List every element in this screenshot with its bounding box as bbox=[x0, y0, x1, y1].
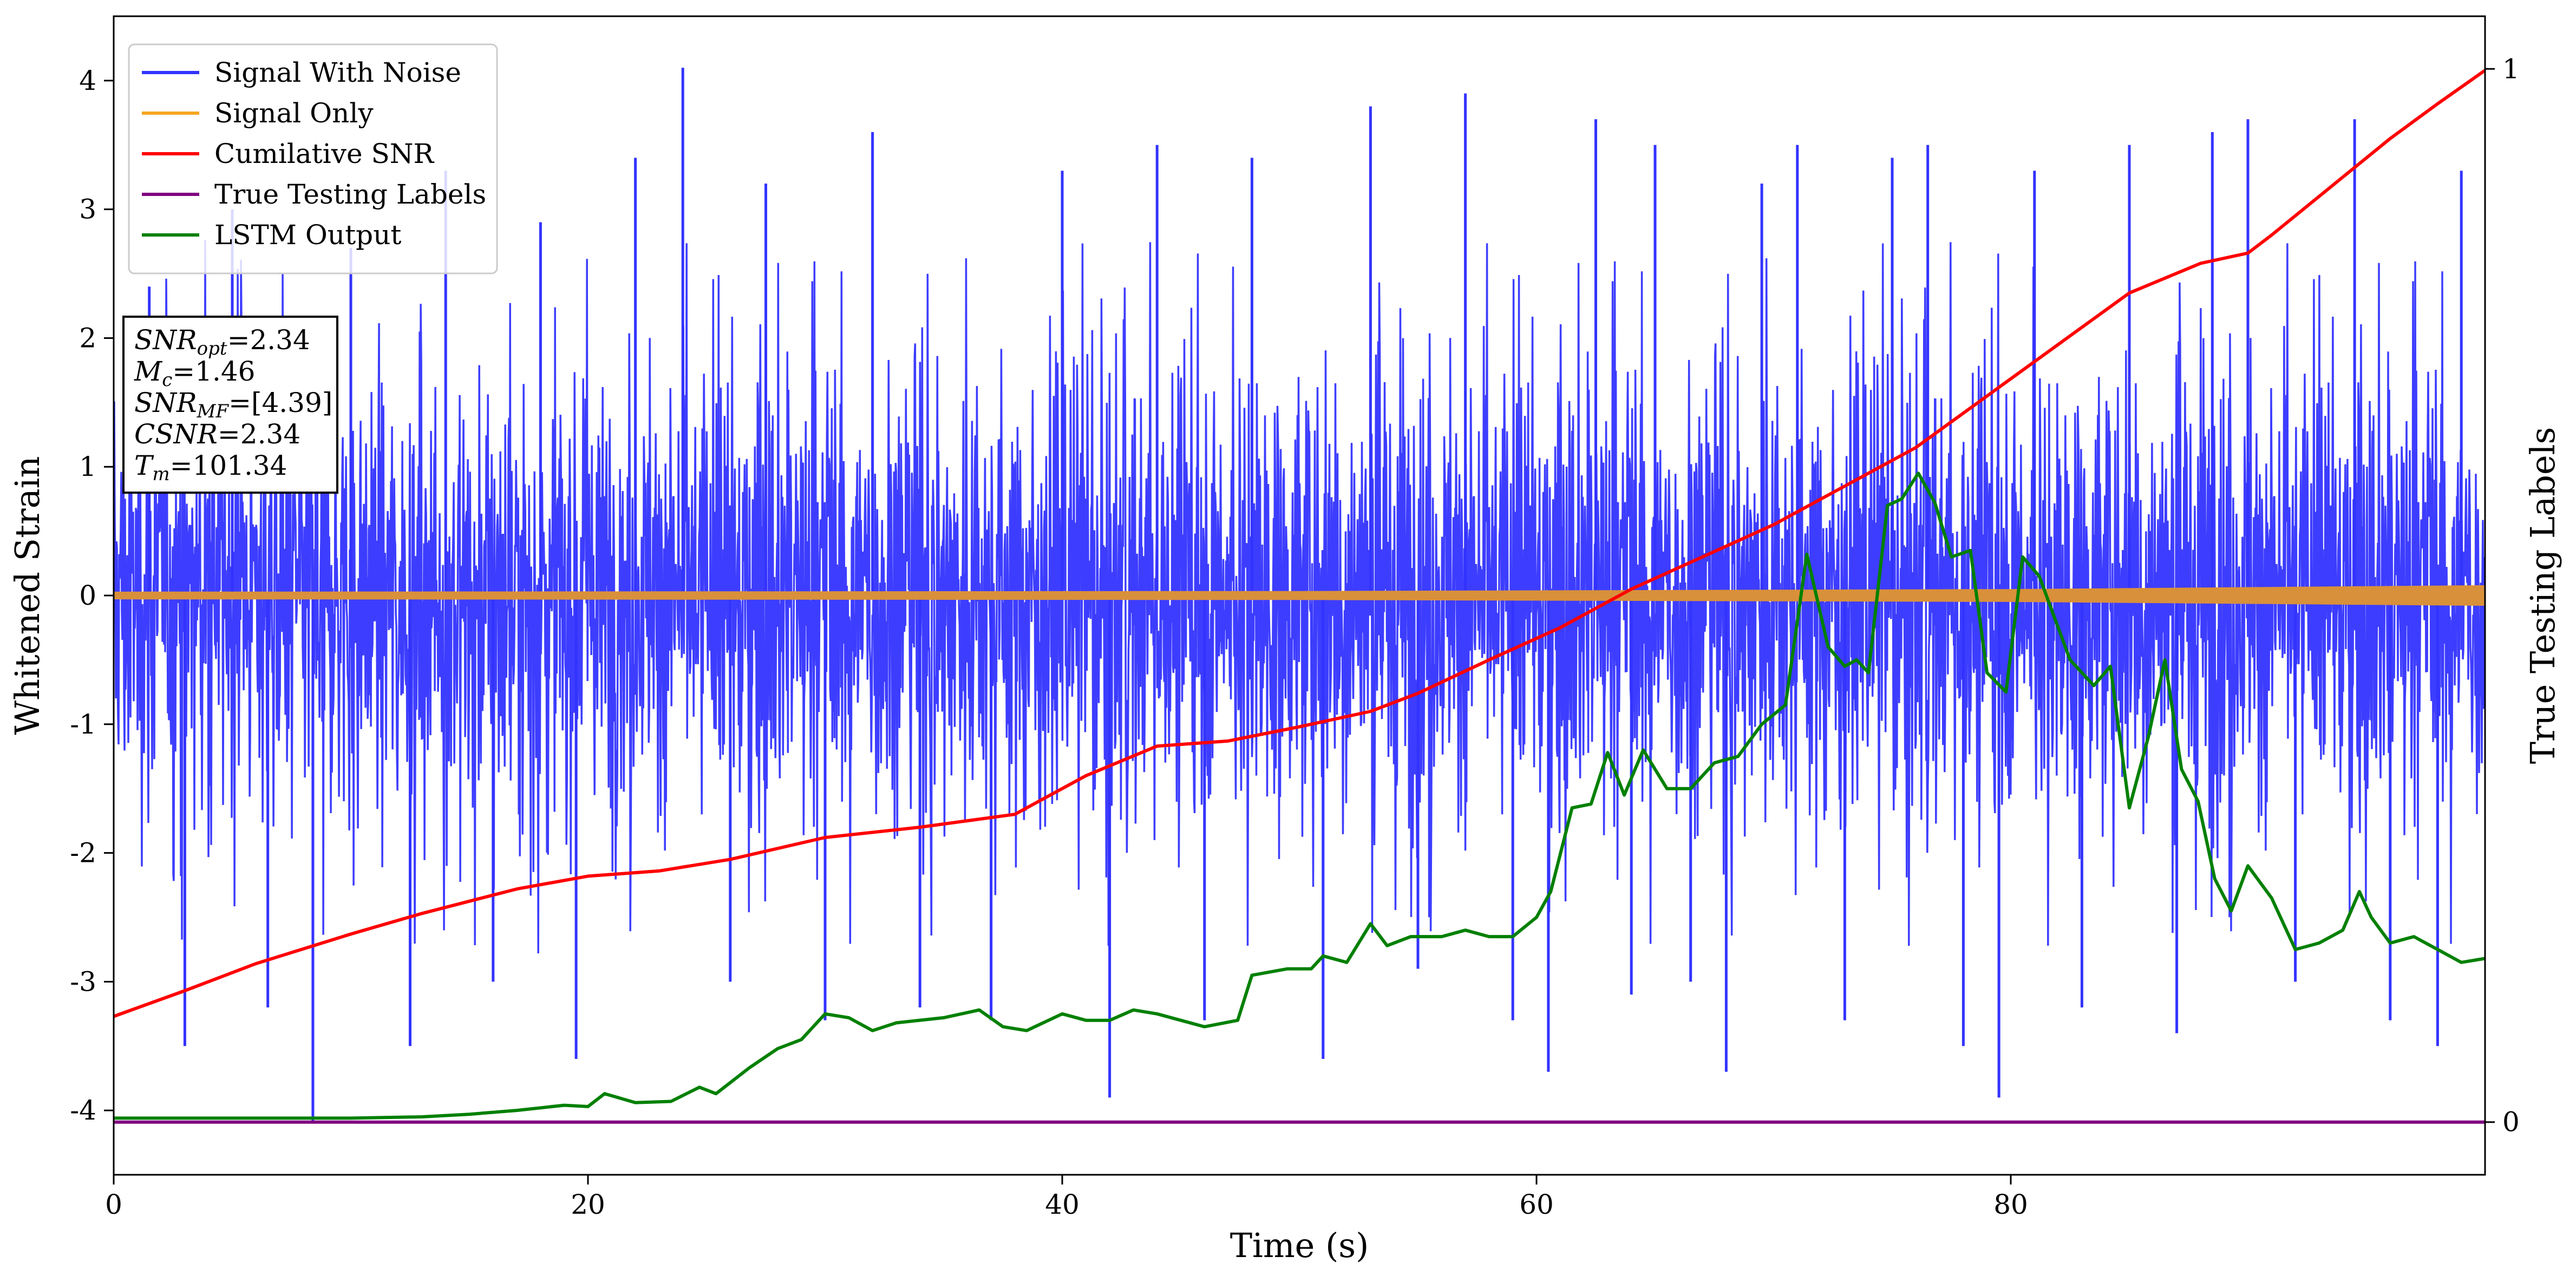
y-tick-label: -3 bbox=[70, 966, 96, 997]
x-tick-label: 0 bbox=[105, 1189, 122, 1220]
y-tick-label: -1 bbox=[70, 709, 96, 740]
annotation-line: SNRopt=2.34 bbox=[134, 324, 310, 359]
x-tick-label: 20 bbox=[571, 1189, 605, 1220]
annotation-subscript: MF bbox=[197, 401, 230, 422]
y-tick-label: 4 bbox=[79, 65, 96, 96]
annotation-value: =2.34 bbox=[218, 418, 300, 450]
y-tick-label: 0 bbox=[79, 580, 96, 611]
annotation-line: Mc=1.46 bbox=[134, 356, 255, 391]
y2-axis-label: True Testing Labels bbox=[2523, 427, 2562, 764]
annotation-subscript: opt bbox=[197, 338, 227, 359]
annotation-line: CSNR=2.34 bbox=[134, 418, 300, 450]
annotation-value: =1.46 bbox=[172, 356, 255, 387]
annotation-subscript: m bbox=[152, 463, 169, 485]
series-signal-only bbox=[114, 585, 2485, 606]
plot-data bbox=[114, 68, 2485, 1124]
y-tick-label: 1 bbox=[79, 451, 96, 482]
annotation-value: =101.34 bbox=[170, 450, 287, 481]
series-lstm-output bbox=[114, 472, 2485, 1120]
annotation-box: SNRopt=2.34Mc=1.46SNRMF=[4.39]CSNR=2.34T… bbox=[122, 316, 338, 494]
annotation-line: Tm=101.34 bbox=[134, 450, 287, 485]
y-tick-label: -4 bbox=[70, 1095, 96, 1126]
legend-label: Cumilative SNR bbox=[214, 138, 434, 169]
y2-tick-label: 0 bbox=[2502, 1107, 2520, 1138]
annotation-symbol: CSNR bbox=[134, 418, 218, 450]
annotation-symbol: SNR bbox=[134, 324, 197, 356]
x-tick-label: 40 bbox=[1045, 1189, 1080, 1220]
y-tick-label: 2 bbox=[79, 322, 96, 354]
annotation-symbol: T bbox=[134, 450, 154, 481]
legend: Signal With Noise Signal Only Cumilative S… bbox=[128, 43, 498, 274]
y-tick-label: 3 bbox=[79, 194, 96, 225]
legend-box bbox=[128, 43, 498, 274]
x-axis-label: Time (s) bbox=[1230, 1226, 1369, 1265]
legend-label: Signal With Noise bbox=[214, 57, 461, 88]
y-axis-label: Whitened Strain bbox=[8, 456, 47, 735]
annotation-line: SNRMF=[4.39] bbox=[134, 387, 332, 422]
legend-label: Signal Only bbox=[214, 97, 374, 129]
series-cumilative-snr bbox=[114, 69, 2485, 1018]
annotation-subscript: c bbox=[162, 369, 172, 391]
x-tick-label: 60 bbox=[1519, 1189, 1554, 1220]
annotation-value: =2.34 bbox=[227, 324, 310, 356]
annotation-symbol: SNR bbox=[134, 387, 197, 418]
series-signal-with-noise bbox=[114, 239, 2485, 954]
annotation-value: =[4.39] bbox=[228, 387, 332, 418]
annotation-frame bbox=[122, 316, 338, 494]
x-tick-label: 80 bbox=[1993, 1189, 2028, 1220]
annotation-symbol: M bbox=[134, 356, 163, 387]
y2-tick-label: 1 bbox=[2502, 53, 2520, 84]
y-tick-label: -2 bbox=[70, 837, 96, 869]
legend-label: LSTM Output bbox=[214, 219, 401, 251]
legend-label: True Testing Labels bbox=[214, 179, 486, 210]
